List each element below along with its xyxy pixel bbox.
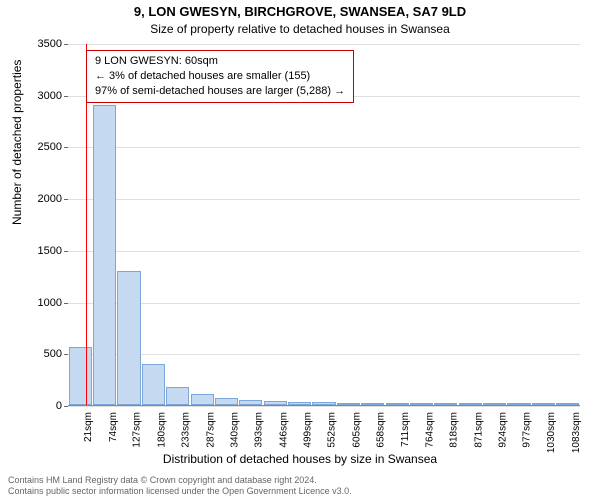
histogram-bar <box>434 403 457 405</box>
xtick-label: 924sqm <box>498 412 509 448</box>
grid-line <box>68 251 580 252</box>
ytick-mark <box>64 354 68 355</box>
info-line-3: 97% of semi-detached houses are larger (… <box>95 84 345 99</box>
ytick-label: 3500 <box>22 38 62 50</box>
grid-line <box>68 406 580 407</box>
histogram-bar <box>239 400 262 405</box>
footer-attribution: Contains HM Land Registry data © Crown c… <box>8 475 352 498</box>
histogram-bar <box>69 347 92 405</box>
ytick-label: 3000 <box>22 90 62 102</box>
xtick-label: 233sqm <box>181 412 192 448</box>
info-line-1: 9 LON GWESYN: 60sqm <box>95 54 345 69</box>
histogram-bar <box>386 403 409 405</box>
xtick-label: 393sqm <box>254 412 265 448</box>
chart-subtitle: Size of property relative to detached ho… <box>0 22 600 36</box>
xtick-label: 605sqm <box>351 412 362 448</box>
ytick-mark <box>64 251 68 252</box>
histogram-bar <box>215 398 238 405</box>
xtick-label: 977sqm <box>522 412 533 448</box>
xtick-label: 21sqm <box>83 412 94 442</box>
xtick-label: 499sqm <box>303 412 314 448</box>
histogram-bar <box>410 403 433 405</box>
xtick-label: 446sqm <box>278 412 289 448</box>
histogram-bar <box>507 403 530 405</box>
histogram-bar <box>191 394 214 405</box>
histogram-bar <box>459 403 482 405</box>
histogram-bar <box>483 403 506 405</box>
info-box: 9 LON GWESYN: 60sqm ← 3% of detached hou… <box>86 50 354 103</box>
histogram-bar <box>264 401 287 405</box>
grid-line <box>68 303 580 304</box>
histogram-bar <box>361 403 384 405</box>
xtick-label: 1083sqm <box>571 412 582 453</box>
grid-line <box>68 147 580 148</box>
ytick-mark <box>64 199 68 200</box>
ytick-label: 1000 <box>22 297 62 309</box>
histogram-bar <box>312 402 335 405</box>
x-axis-label: Distribution of detached houses by size … <box>0 452 600 466</box>
xtick-label: 871sqm <box>473 412 484 448</box>
ytick-mark <box>64 96 68 97</box>
xtick-label: 764sqm <box>425 412 436 448</box>
xtick-label: 180sqm <box>156 412 167 448</box>
histogram-bar <box>93 105 116 405</box>
xtick-label: 1030sqm <box>546 412 557 453</box>
ytick-label: 2500 <box>22 141 62 153</box>
histogram-bar <box>556 403 579 405</box>
histogram-bar <box>337 403 360 405</box>
grid-line <box>68 199 580 200</box>
ytick-label: 2000 <box>22 193 62 205</box>
histogram-bar <box>142 364 165 405</box>
ytick-mark <box>64 147 68 148</box>
ytick-label: 0 <box>22 400 62 412</box>
xtick-label: 340sqm <box>229 412 240 448</box>
chart-title: 9, LON GWESYN, BIRCHGROVE, SWANSEA, SA7 … <box>0 4 600 19</box>
xtick-label: 74sqm <box>108 412 119 442</box>
ytick-label: 500 <box>22 348 62 360</box>
chart-container: 9, LON GWESYN, BIRCHGROVE, SWANSEA, SA7 … <box>0 0 600 500</box>
xtick-label: 552sqm <box>327 412 338 448</box>
footer-line-1: Contains HM Land Registry data © Crown c… <box>8 475 352 487</box>
footer-line-2: Contains public sector information licen… <box>8 486 352 498</box>
grid-line <box>68 354 580 355</box>
xtick-label: 658sqm <box>376 412 387 448</box>
histogram-bar <box>166 387 189 405</box>
histogram-bar <box>532 403 555 405</box>
info-line-2: ← 3% of detached houses are smaller (155… <box>95 69 345 84</box>
histogram-bar <box>288 402 311 405</box>
xtick-label: 127sqm <box>132 412 143 448</box>
ytick-mark <box>64 303 68 304</box>
xtick-label: 287sqm <box>205 412 216 448</box>
histogram-bar <box>117 271 140 405</box>
ytick-label: 1500 <box>22 245 62 257</box>
ytick-mark <box>64 44 68 45</box>
xtick-label: 711sqm <box>400 412 411 447</box>
xtick-label: 818sqm <box>449 412 460 448</box>
grid-line <box>68 44 580 45</box>
ytick-mark <box>64 406 68 407</box>
